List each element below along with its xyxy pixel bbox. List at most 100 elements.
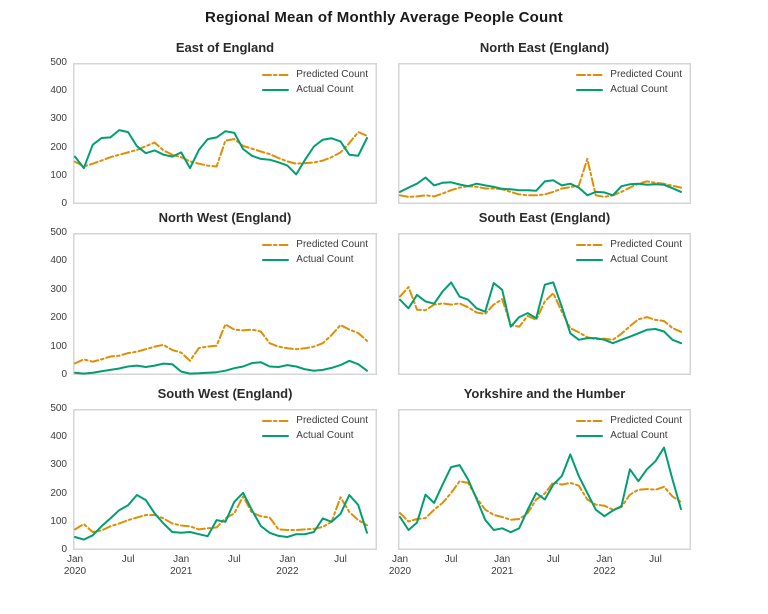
- plot-area: [398, 63, 691, 204]
- legend-label-actual-count: Actual Count: [610, 84, 668, 95]
- plot-area: [73, 409, 377, 550]
- predicted-count-line-sample: [262, 73, 290, 76]
- actual-count-line: [74, 491, 368, 541]
- y-tick-label: 500: [50, 403, 67, 414]
- x-tick-label-line: Jan: [66, 554, 84, 565]
- x-tick-label: Jan 2022: [264, 554, 310, 578]
- legend-label-predicted-count: Predicted Count: [296, 239, 368, 250]
- legend-entry-predicted-count: Predicted Count: [262, 69, 368, 80]
- x-tick-label-line: Jul: [546, 554, 560, 565]
- subplot: Predicted Count Actual Count: [73, 409, 377, 550]
- x-tick-label: Jul: [428, 554, 474, 566]
- subplot: Predicted Count Actual Count: [398, 409, 691, 550]
- subplot-title: North West (England): [158, 210, 292, 225]
- y-tick-label: 500: [50, 57, 67, 68]
- legend-label-predicted-count: Predicted Count: [296, 415, 368, 426]
- actual-count-line-sample: [576, 88, 604, 91]
- y-tick-label: 200: [50, 141, 67, 153]
- y-tick-label: 100: [50, 340, 67, 352]
- legend: Predicted Count Actual Count: [262, 415, 368, 441]
- x-tick-label-line: Jan: [596, 554, 613, 565]
- actual-count-line-sample: [262, 258, 290, 261]
- subplot-title: East of England: [175, 40, 275, 55]
- legend-label-actual-count: Actual Count: [296, 430, 354, 441]
- legend-label-predicted-count: Predicted Count: [610, 239, 682, 250]
- legend-entry-predicted-count: Predicted Count: [576, 239, 682, 250]
- actual-count-line-sample: [576, 258, 604, 261]
- y-tick-label: 100: [50, 515, 67, 527]
- subplot-title: South West (England): [157, 386, 293, 401]
- legend-entry-actual-count: Actual Count: [262, 254, 368, 265]
- legend-entry-actual-count: Actual Count: [262, 430, 368, 441]
- y-tick-label: 0: [61, 198, 67, 209]
- x-tick-label-line: 2022: [593, 566, 616, 577]
- plot-area: [398, 409, 691, 550]
- predicted-count-line: [74, 323, 368, 365]
- legend-label-actual-count: Actual Count: [610, 430, 668, 441]
- predicted-count-line: [74, 495, 368, 533]
- legend-entry-actual-count: Actual Count: [576, 430, 682, 441]
- legend-entry-actual-count: Actual Count: [262, 84, 368, 95]
- legend: Predicted Count Actual Count: [576, 69, 682, 95]
- legend: Predicted Count Actual Count: [262, 239, 368, 265]
- y-tick-label: 0: [61, 369, 67, 380]
- y-tick-label: 500: [50, 227, 67, 238]
- axes-frame: [73, 233, 377, 375]
- actual-count-line: [399, 176, 682, 197]
- predicted-count-line-sample: [262, 419, 290, 422]
- axes-frame: [398, 63, 691, 204]
- x-tick-label-line: 2022: [276, 566, 299, 577]
- subplot-title: North East (England): [479, 40, 610, 55]
- predicted-count-line-sample: [262, 243, 290, 246]
- legend-label-actual-count: Actual Count: [296, 84, 354, 95]
- subplot: Predicted Count Actual Count: [73, 233, 377, 375]
- predicted-count-line-sample: [576, 419, 604, 422]
- legend-entry-predicted-count: Predicted Count: [576, 69, 682, 80]
- actual-count-line-sample: [576, 434, 604, 437]
- x-tick-label-line: Jul: [334, 554, 347, 565]
- x-tick-label-line: Jan: [494, 554, 511, 565]
- x-tick-label: Jul: [105, 554, 151, 566]
- x-tick-label: Jan 2020: [52, 554, 98, 578]
- predicted-count-line-sample: [576, 243, 604, 246]
- y-tick-label: 400: [50, 431, 67, 443]
- axes-frame: [398, 409, 691, 550]
- x-tick-label-line: Jul: [227, 554, 241, 565]
- x-tick-label-line: 2020: [388, 566, 412, 577]
- subplot: Predicted Count Actual Count: [398, 63, 691, 204]
- x-tick-label-line: Jan: [279, 554, 296, 565]
- actual-count-line: [74, 359, 368, 375]
- y-tick-label: 400: [50, 255, 67, 267]
- axes-frame: [73, 63, 377, 204]
- legend-label-predicted-count: Predicted Count: [610, 69, 682, 80]
- x-tick-label-line: Jul: [121, 554, 135, 565]
- x-tick-label: Jan 2022: [581, 554, 627, 578]
- axes-frame: [398, 233, 691, 375]
- legend: Predicted Count Actual Count: [262, 69, 368, 95]
- predicted-count-line-sample: [576, 73, 604, 76]
- x-tick-label: Jan 2021: [158, 554, 204, 578]
- legend-entry-predicted-count: Predicted Count: [262, 239, 368, 250]
- actual-count-line-sample: [262, 434, 290, 437]
- legend-label-predicted-count: Predicted Count: [296, 69, 368, 80]
- plot-area: [73, 63, 377, 204]
- subplot: Predicted Count Actual Count: [398, 233, 691, 375]
- subplot-title: South East (England): [478, 210, 611, 225]
- legend-entry-predicted-count: Predicted Count: [262, 415, 368, 426]
- actual-count-line-sample: [262, 88, 290, 91]
- legend-entry-actual-count: Actual Count: [576, 84, 682, 95]
- x-tick-label: Jan 2021: [479, 554, 525, 578]
- subplot-title: Yorkshire and the Humber: [463, 386, 626, 401]
- x-tick-label: Jul: [530, 554, 576, 566]
- y-tick-label: 400: [50, 85, 67, 97]
- x-tick-label-line: Jul: [444, 554, 458, 565]
- y-tick-label: 300: [50, 459, 67, 471]
- legend-entry-predicted-count: Predicted Count: [576, 415, 682, 426]
- legend: Predicted Count Actual Count: [576, 239, 682, 265]
- legend: Predicted Count Actual Count: [576, 415, 682, 441]
- actual-count-line: [399, 281, 682, 345]
- predicted-count-line: [399, 157, 682, 198]
- predicted-count-line: [399, 286, 682, 341]
- axes-frame: [73, 409, 377, 550]
- x-tick-label-line: Jan: [391, 554, 409, 565]
